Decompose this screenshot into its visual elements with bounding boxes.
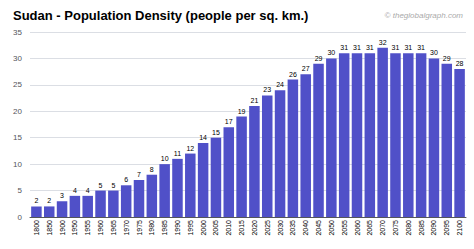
svg-text:2045: 2045 xyxy=(315,220,322,236)
svg-text:2: 2 xyxy=(34,197,38,204)
svg-text:2025: 2025 xyxy=(264,220,271,236)
svg-text:2070: 2070 xyxy=(379,220,386,236)
svg-text:2010: 2010 xyxy=(225,220,232,236)
svg-text:2055: 2055 xyxy=(341,220,348,236)
svg-text:4: 4 xyxy=(86,187,90,194)
svg-text:32: 32 xyxy=(379,39,387,46)
svg-text:2035: 2035 xyxy=(289,220,296,236)
svg-text:31: 31 xyxy=(340,44,348,51)
svg-text:10: 10 xyxy=(161,155,169,162)
svg-text:2095: 2095 xyxy=(443,220,450,236)
svg-text:1980: 1980 xyxy=(148,220,155,236)
svg-text:1950: 1950 xyxy=(71,220,78,236)
svg-text:2085: 2085 xyxy=(418,220,425,236)
svg-text:1985: 1985 xyxy=(161,220,168,236)
svg-text:29: 29 xyxy=(443,55,451,62)
svg-text:10: 10 xyxy=(13,160,22,169)
svg-text:1955: 1955 xyxy=(84,220,91,236)
svg-text:2075: 2075 xyxy=(392,220,399,236)
svg-text:Sudan - Population Density (pe: Sudan - Population Density (people per s… xyxy=(13,8,308,23)
svg-text:2065: 2065 xyxy=(366,220,373,236)
svg-text:3: 3 xyxy=(60,192,64,199)
svg-text:35: 35 xyxy=(13,28,22,37)
svg-text:31: 31 xyxy=(417,44,425,51)
svg-text:5: 5 xyxy=(18,186,23,195)
svg-text:4: 4 xyxy=(73,187,77,194)
svg-text:1850: 1850 xyxy=(46,220,53,236)
svg-text:14: 14 xyxy=(199,134,207,141)
svg-text:2015: 2015 xyxy=(238,220,245,236)
svg-text:2030: 2030 xyxy=(277,220,284,236)
svg-text:2060: 2060 xyxy=(354,220,361,236)
svg-text:2020: 2020 xyxy=(251,220,258,236)
svg-text:24: 24 xyxy=(276,81,284,88)
svg-text:30: 30 xyxy=(327,49,335,56)
svg-text:30: 30 xyxy=(430,49,438,56)
svg-text:2000: 2000 xyxy=(200,220,207,236)
svg-text:28: 28 xyxy=(456,60,464,67)
svg-text:5: 5 xyxy=(111,182,115,189)
svg-text:20: 20 xyxy=(13,107,22,116)
svg-text:8: 8 xyxy=(150,166,154,173)
svg-text:31: 31 xyxy=(392,44,400,51)
svg-text:2100: 2100 xyxy=(456,220,463,236)
svg-text:2: 2 xyxy=(47,197,51,204)
svg-text:1995: 1995 xyxy=(187,220,194,236)
svg-text:31: 31 xyxy=(404,44,412,51)
svg-text:26: 26 xyxy=(289,71,297,78)
svg-text:7: 7 xyxy=(137,171,141,178)
svg-text:12: 12 xyxy=(186,145,194,152)
svg-text:30: 30 xyxy=(13,54,22,63)
svg-text:6: 6 xyxy=(124,176,128,183)
svg-text:5: 5 xyxy=(99,182,103,189)
svg-text:1900: 1900 xyxy=(59,220,66,236)
svg-text:31: 31 xyxy=(353,44,361,51)
svg-text:23: 23 xyxy=(263,86,271,93)
svg-text:25: 25 xyxy=(13,80,22,89)
svg-text:2080: 2080 xyxy=(405,220,412,236)
svg-text:1800: 1800 xyxy=(33,220,40,236)
svg-text:1970: 1970 xyxy=(123,220,130,236)
svg-text:1960: 1960 xyxy=(97,220,104,236)
svg-text:15: 15 xyxy=(212,129,220,136)
svg-text:2050: 2050 xyxy=(328,220,335,236)
svg-text:0: 0 xyxy=(18,213,23,222)
svg-text:21: 21 xyxy=(251,97,259,104)
svg-text:15: 15 xyxy=(13,133,22,142)
svg-text:17: 17 xyxy=(225,118,233,125)
svg-text:19: 19 xyxy=(238,108,246,115)
svg-text:11: 11 xyxy=(174,150,181,157)
svg-text:29: 29 xyxy=(315,55,323,62)
svg-text:2090: 2090 xyxy=(430,220,437,236)
svg-text:27: 27 xyxy=(302,65,310,72)
svg-text:1965: 1965 xyxy=(110,220,117,236)
svg-text:1975: 1975 xyxy=(136,220,143,236)
svg-text:31: 31 xyxy=(366,44,374,51)
svg-text:2005: 2005 xyxy=(212,220,219,236)
svg-text:2040: 2040 xyxy=(302,220,309,236)
svg-text:1990: 1990 xyxy=(174,220,181,236)
svg-text:© theglobalgraph.com: © theglobalgraph.com xyxy=(385,11,464,20)
